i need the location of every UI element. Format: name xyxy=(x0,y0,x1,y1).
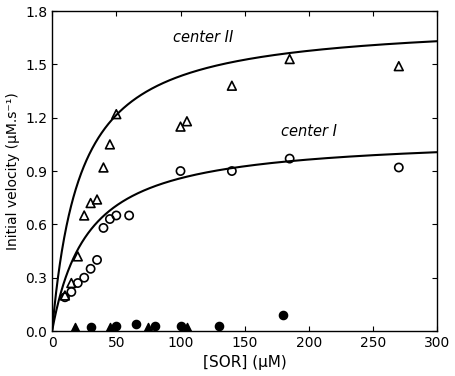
X-axis label: [SOR] (μM): [SOR] (μM) xyxy=(202,355,286,370)
Point xyxy=(215,323,222,329)
Point xyxy=(87,266,94,272)
Point xyxy=(112,212,120,218)
Point xyxy=(61,293,68,299)
Point xyxy=(183,324,190,331)
Point xyxy=(279,312,286,318)
Point xyxy=(112,111,120,117)
Point xyxy=(394,63,402,69)
Point xyxy=(144,324,152,331)
Point xyxy=(100,164,107,170)
Point xyxy=(67,280,75,286)
Point xyxy=(93,197,101,203)
Point xyxy=(106,141,113,147)
Point xyxy=(125,212,132,218)
Point xyxy=(394,164,402,170)
Point xyxy=(93,257,101,263)
Point xyxy=(87,324,94,331)
Point xyxy=(61,294,68,300)
Point xyxy=(285,156,293,162)
Point xyxy=(151,323,158,329)
Point xyxy=(74,253,81,259)
Point xyxy=(67,289,75,295)
Point xyxy=(285,56,293,62)
Point xyxy=(177,168,184,174)
Point xyxy=(106,216,113,222)
Point xyxy=(87,200,94,206)
Point xyxy=(74,280,81,286)
Text: center II: center II xyxy=(173,30,233,45)
Y-axis label: Initial velocity (μM.s⁻¹): Initial velocity (μM.s⁻¹) xyxy=(5,92,20,250)
Point xyxy=(81,212,88,218)
Point xyxy=(106,324,113,331)
Point xyxy=(183,118,190,124)
Point xyxy=(71,324,79,331)
Point xyxy=(177,323,184,329)
Point xyxy=(81,275,88,281)
Point xyxy=(228,83,235,89)
Point xyxy=(228,168,235,174)
Point xyxy=(177,124,184,130)
Text: center I: center I xyxy=(280,124,336,139)
Point xyxy=(112,323,120,329)
Point xyxy=(131,321,139,327)
Point xyxy=(100,225,107,231)
